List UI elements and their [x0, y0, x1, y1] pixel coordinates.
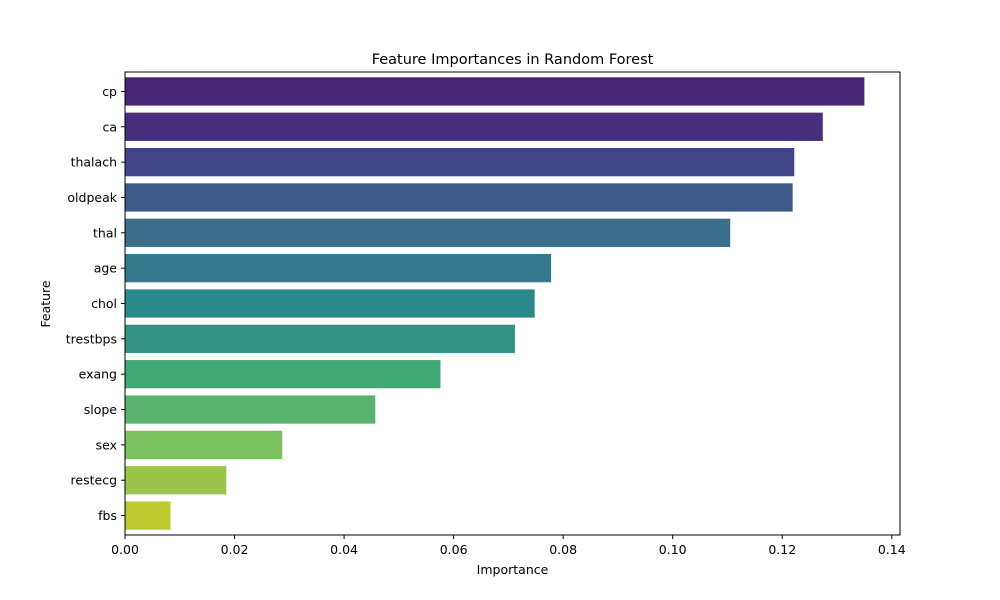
x-tick-label: 0.08: [549, 542, 577, 557]
y-tick-label-thalach: thalach: [71, 155, 117, 170]
x-axis-ticks: 0.00 0.02 0.04 0.06 0.08 0.10 0.12 0.14: [111, 535, 906, 557]
y-tick-label-trestbps: trestbps: [66, 331, 117, 346]
bar-thalach: [125, 147, 795, 177]
y-tick-label-chol: chol: [91, 296, 117, 311]
x-tick-label: 0.02: [221, 542, 249, 557]
bar-chol: [125, 289, 535, 318]
x-tick-label: 0.14: [878, 542, 906, 557]
x-axis-label: Importance: [477, 562, 549, 577]
x-tick-label: 0.00: [111, 542, 139, 557]
bar-exang: [125, 360, 441, 389]
bar-age: [125, 254, 552, 283]
y-tick-label-slope: slope: [84, 402, 118, 417]
x-tick-label: 0.12: [768, 542, 796, 557]
y-axis-label: Feature: [38, 280, 53, 328]
bar-trestbps: [125, 324, 515, 353]
bar-slope: [125, 395, 376, 424]
y-tick-label-age: age: [94, 261, 118, 276]
y-tick-label-fbs: fbs: [98, 508, 117, 523]
y-tick-label-sex: sex: [96, 437, 117, 452]
bar-oldpeak: [125, 183, 793, 212]
y-tick-label-ca: ca: [102, 119, 117, 134]
x-tick-label: 0.06: [440, 542, 468, 557]
y-tick-label-exang: exang: [79, 367, 117, 382]
bar-restecg: [125, 466, 227, 495]
y-axis-ticks: cp ca thalach oldpeak thal age chol trestbps exa…: [66, 84, 125, 523]
bars-group: [125, 77, 865, 530]
plot-frame: [124, 71, 901, 536]
y-tick-label-oldpeak: oldpeak: [67, 190, 117, 205]
bar-sex: [125, 430, 283, 460]
bar-cp: [125, 77, 865, 106]
x-tick-label: 0.10: [659, 542, 687, 557]
y-tick-label-thal: thal: [93, 225, 117, 240]
bar-ca: [125, 112, 823, 141]
chart-title: Feature Importances in Random Forest: [372, 52, 654, 68]
bar-thal: [125, 218, 731, 247]
bar-fbs: [125, 501, 171, 530]
y-tick-label-restecg: restecg: [71, 473, 117, 488]
y-tick-label-cp: cp: [102, 84, 117, 99]
x-tick-label: 0.04: [330, 542, 358, 557]
